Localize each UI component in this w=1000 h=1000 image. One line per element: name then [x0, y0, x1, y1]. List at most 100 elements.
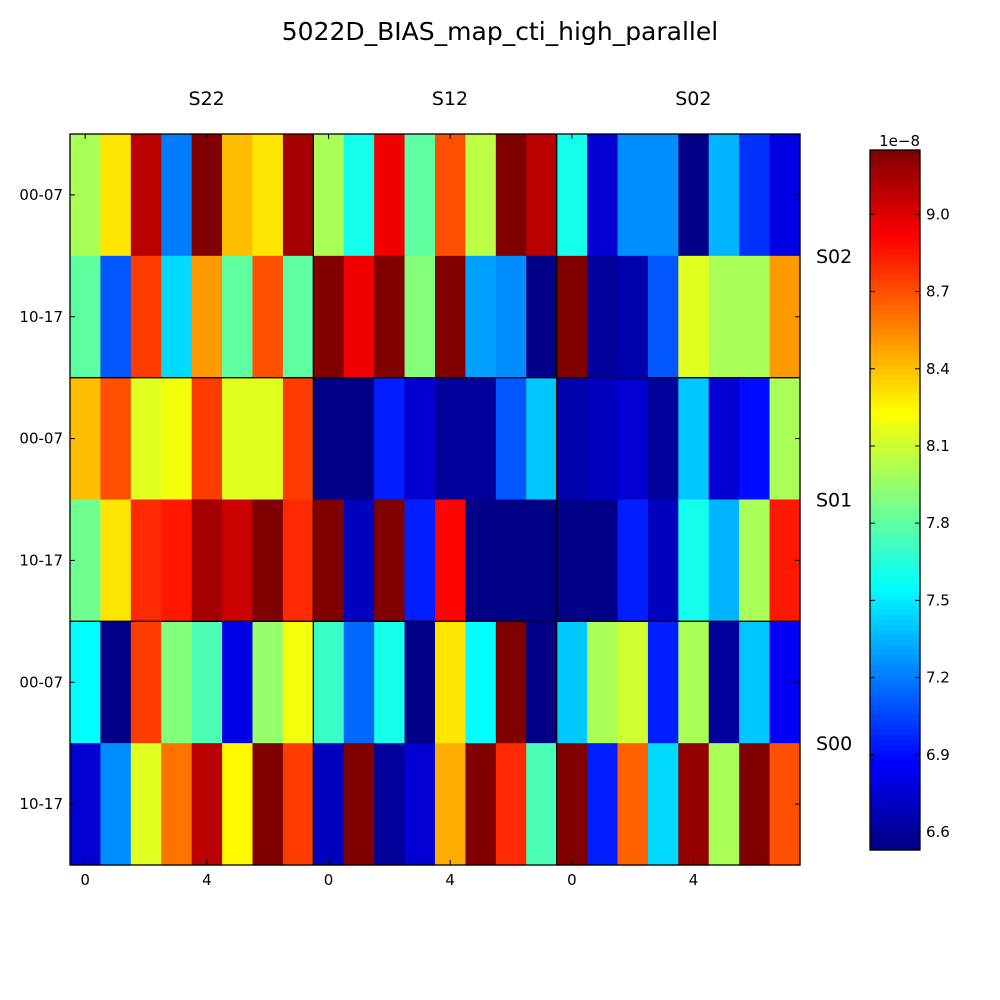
x-tick-label: 4: [445, 871, 455, 889]
colorbar-band: [870, 565, 920, 571]
heatmap-cell-r4-c0: [70, 621, 102, 744]
colorbar-band: [870, 470, 920, 476]
colorbar-band: [870, 630, 920, 636]
colorbar-band: [870, 705, 920, 711]
colorbar-band: [870, 745, 920, 751]
colorbar-band: [870, 465, 920, 471]
colorbar-band: [870, 775, 920, 781]
colorbar-band: [870, 360, 920, 366]
colorbar-band: [870, 770, 920, 776]
colorbar-band: [870, 215, 920, 221]
colorbar-band: [870, 185, 920, 191]
heatmap-cell-r2-c11: [404, 377, 436, 501]
heatmap-cell-r4-c5: [222, 621, 254, 744]
row-sensor-label: S02: [816, 246, 852, 268]
heatmap-cell-r3-c3: [161, 499, 193, 622]
colorbar-band: [870, 615, 920, 621]
heatmap-cell-r4-c8: [313, 621, 345, 744]
colorbar-band: [870, 490, 920, 496]
heatmap-cell-r4-c17: [587, 621, 619, 744]
heatmap-cell-r3-c20: [678, 499, 710, 622]
colorbar-band: [870, 650, 920, 656]
colorbar-band: [870, 830, 920, 836]
heatmap-cell-r0-c16: [556, 134, 588, 257]
colorbar-band: [870, 415, 920, 421]
heatmap-cell-r2-c9: [343, 377, 375, 501]
colorbar-band: [870, 735, 920, 741]
heatmap-cell-r0-c14: [495, 134, 527, 257]
heatmap-cell-r1-c14: [495, 255, 527, 379]
heatmap-cell-r0-c20: [678, 134, 710, 257]
heatmap-cell-r5-c16: [556, 743, 588, 866]
heatmap-cell-r0-c9: [343, 134, 375, 257]
colorbar-band: [870, 330, 920, 336]
heatmap-cell-r2-c17: [587, 377, 619, 501]
colorbar-tick-label: 8.1: [926, 437, 950, 455]
colorbar-offset-label: 1e−8: [879, 132, 920, 150]
heatmap-cell-r1-c4: [191, 255, 223, 379]
colorbar-band: [870, 785, 920, 791]
heatmap-cell-r5-c7: [282, 743, 314, 866]
heatmap-cell-r3-c11: [404, 499, 436, 622]
heatmap-cell-r0-c3: [161, 134, 193, 257]
heatmap-cell-r0-c5: [222, 134, 254, 257]
colorbar-band: [870, 660, 920, 666]
heatmap-cell-r2-c10: [374, 377, 406, 501]
colorbar-band: [870, 825, 920, 831]
colorbar-band: [870, 840, 920, 846]
heatmap-cell-r0-c15: [526, 134, 558, 257]
heatmap-cell-r4-c15: [526, 621, 558, 744]
heatmap-cell-r4-c1: [100, 621, 132, 744]
colorbar-band: [870, 765, 920, 771]
heatmap-cell-r1-c12: [435, 255, 467, 379]
heatmap-cell-r2-c5: [222, 377, 254, 501]
heatmap-cell-r3-c16: [556, 499, 588, 622]
colorbar-band: [870, 205, 920, 211]
heatmap-cell-r0-c18: [617, 134, 649, 257]
colorbar-band: [870, 790, 920, 796]
heatmap-cell-r5-c9: [343, 743, 375, 866]
heatmap-cell-r0-c2: [130, 134, 162, 257]
colorbar-band: [870, 810, 920, 816]
colorbar-band: [870, 520, 920, 526]
colorbar-band: [870, 700, 920, 706]
colorbar-band: [870, 320, 920, 326]
colorbar-band: [870, 795, 920, 801]
colorbar-band: [870, 800, 920, 806]
heatmap-cell-r1-c0: [70, 255, 102, 379]
x-tick-label: 4: [689, 871, 699, 889]
heatmap-cell-r3-c14: [495, 499, 527, 622]
heatmap-cell-r1-c9: [343, 255, 375, 379]
y-tick-label: 00-07: [19, 673, 63, 691]
colorbar-band: [870, 385, 920, 391]
colorbar-band: [870, 220, 920, 226]
colorbar-band: [870, 290, 920, 296]
colorbar-band: [870, 265, 920, 271]
colorbar-band: [870, 165, 920, 171]
heatmap-cell-r3-c9: [343, 499, 375, 622]
y-tick-label: 10-17: [19, 551, 63, 569]
heatmap-cell-r0-c13: [465, 134, 497, 257]
colorbar-band: [870, 270, 920, 276]
colorbar-band: [870, 285, 920, 291]
heatmap-cell-r4-c18: [617, 621, 649, 744]
colorbar-band: [870, 445, 920, 451]
heatmap-cell-r1-c7: [282, 255, 314, 379]
colorbar-band: [870, 595, 920, 601]
heatmap-cell-r5-c12: [435, 743, 467, 866]
heatmap-cell-r2-c16: [556, 377, 588, 501]
heatmap-cell-r5-c15: [526, 743, 558, 866]
colorbar-band: [870, 280, 920, 286]
heatmap-cell-r0-c11: [404, 134, 436, 257]
heatmap-cell-r5-c5: [222, 743, 254, 866]
colorbar-band: [870, 835, 920, 841]
heatmap-cell-r4-c16: [556, 621, 588, 744]
heatmap-cell-r3-c18: [617, 499, 649, 622]
heatmap-cell-r1-c6: [252, 255, 284, 379]
heatmap-cell-r0-c0: [70, 134, 102, 257]
colorbar-band: [870, 685, 920, 691]
heatmap-cell-r2-c6: [252, 377, 284, 501]
colorbar-band: [870, 820, 920, 826]
colorbar-band: [870, 610, 920, 616]
colorbar-band: [870, 600, 920, 606]
